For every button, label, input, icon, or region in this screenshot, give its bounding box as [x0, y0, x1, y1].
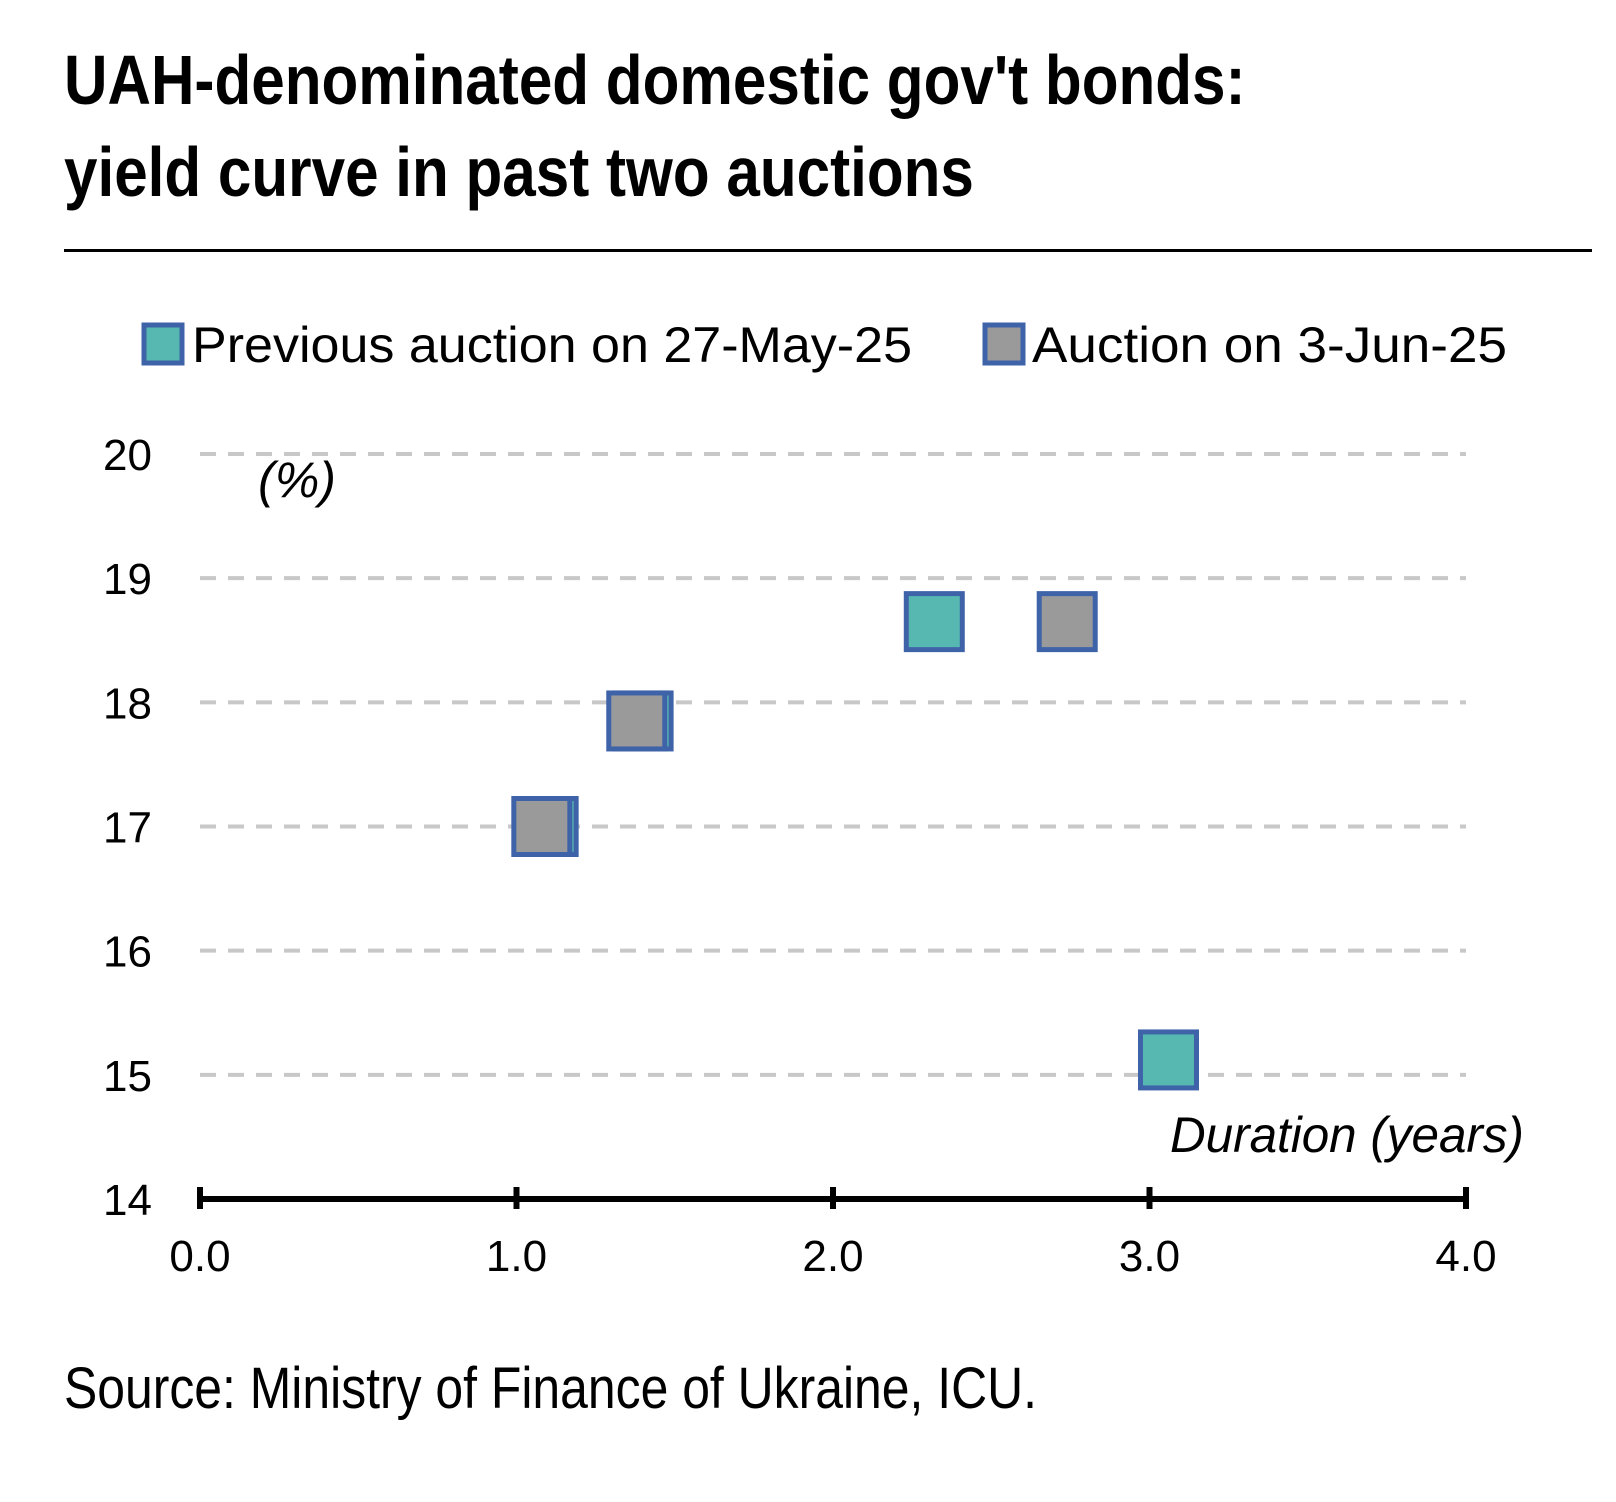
x-tick-label: 2.0	[802, 1232, 863, 1281]
y-tick-label: 15	[103, 1052, 152, 1101]
legend-label-previous: Previous auction on 27-May-25	[192, 317, 912, 373]
point-current-auction	[511, 796, 573, 857]
y-tick-label: 14	[103, 1176, 152, 1225]
x-tick-label: 1.0	[486, 1232, 547, 1281]
chart-title-line-1: UAH-denominated domestic gov't bonds:	[64, 41, 1246, 119]
y-tick-label: 16	[103, 928, 152, 977]
chart-title-line-2: yield curve in past two auctions	[64, 133, 974, 211]
title-divider	[64, 249, 1592, 252]
y-tick-label: 18	[103, 679, 152, 728]
y-tick-label: 19	[103, 555, 152, 604]
y-tick-label: 17	[103, 804, 152, 853]
x-axis-label: Duration (years)	[1170, 1107, 1524, 1163]
point-previous-auction	[903, 591, 965, 653]
y-tick-label: 20	[103, 431, 152, 480]
x-axis: 0.0 1.0 2.0 3.0 4.0	[169, 1187, 1497, 1281]
legend-swatch-current	[982, 322, 1026, 366]
grid-lines	[200, 452, 1466, 1077]
x-tick-label: 0.0	[169, 1232, 230, 1281]
legend-label-current: Auction on 3-Jun-25	[1032, 317, 1507, 373]
x-tick-label: 3.0	[1119, 1232, 1180, 1281]
point-previous-auction	[1137, 1029, 1199, 1091]
x-tick-label: 4.0	[1435, 1232, 1496, 1281]
legend-swatch-previous	[141, 322, 185, 366]
point-current-auction	[1036, 591, 1098, 653]
point-current-auction	[606, 690, 668, 752]
chart-title: UAH-denominated domestic gov't bonds: yi…	[64, 34, 1337, 218]
legend: Previous auction on 27-May-25 Auction on…	[141, 317, 1507, 373]
y-axis-ticks: 20 19 18 17 16 15 14	[103, 431, 152, 1225]
y-axis-label: (%)	[258, 452, 336, 508]
source-note: Source: Ministry of Finance of Ukraine, …	[64, 1356, 1038, 1421]
data-points	[511, 591, 1199, 1091]
